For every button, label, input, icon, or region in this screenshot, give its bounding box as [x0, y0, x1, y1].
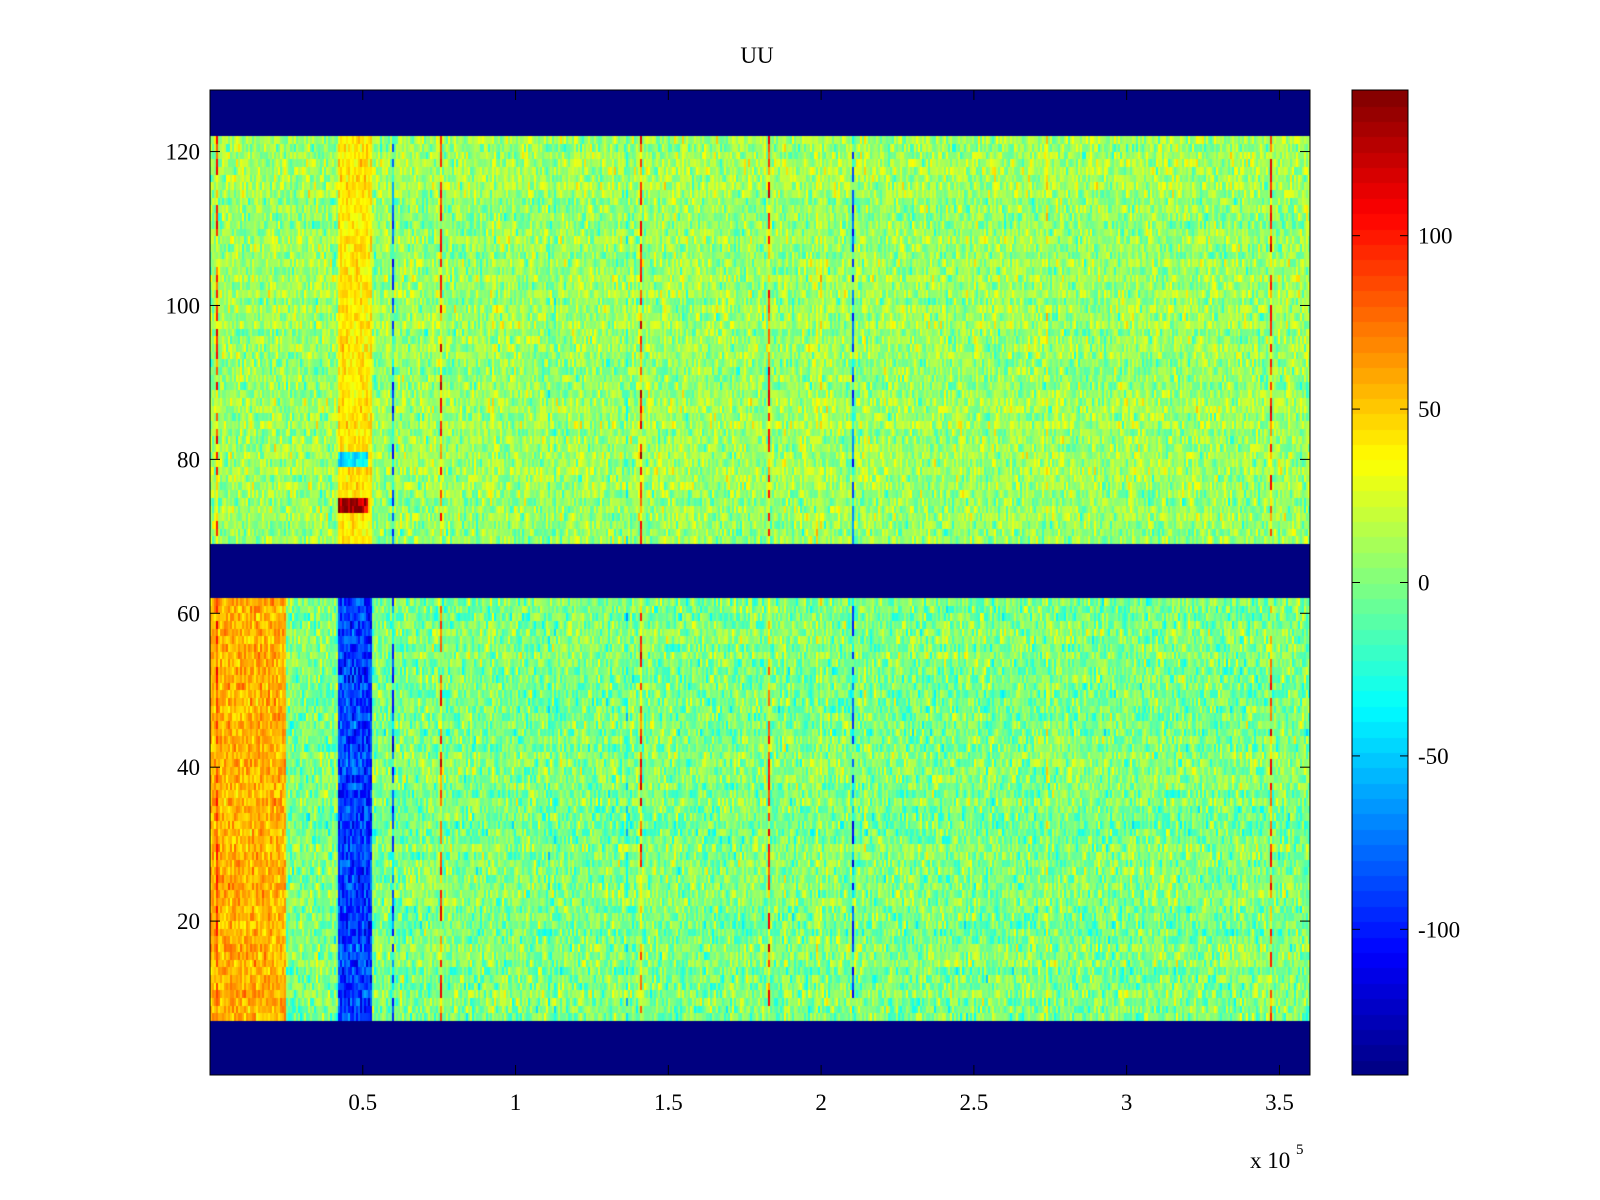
y-tick-label: 120	[166, 140, 201, 165]
chart-title: UU	[740, 43, 774, 68]
x-tick-label: 3.5	[1265, 1090, 1294, 1115]
x-tick-label: 2.5	[960, 1090, 989, 1115]
heatmap-canvas	[210, 90, 1310, 1075]
heatmap-plot-area	[210, 90, 1310, 1075]
x-exponent-power: 5	[1296, 1142, 1304, 1158]
colorbar-tick-label: 0	[1418, 571, 1430, 596]
x-tick-label: 1	[510, 1090, 522, 1115]
colorbar-tick-label: 100	[1418, 224, 1453, 249]
y-tick-label: 60	[177, 601, 200, 626]
colorbar-tick-label: -50	[1418, 744, 1449, 769]
y-tick-label: 100	[166, 293, 201, 318]
x-tick-label: 1.5	[654, 1090, 683, 1115]
x-axis: 0.5 1 1.5 2 2.5 3 3.5	[348, 90, 1294, 1115]
x-exponent-base: x 10	[1250, 1148, 1290, 1173]
colorbar-canvas	[1352, 90, 1408, 1075]
x-exponent-label: x 10 5	[1250, 1142, 1304, 1173]
plot-frame	[209, 89, 1311, 1076]
colorbar-axis: -100 -50 0 50 100	[1352, 224, 1460, 942]
colorbar-area	[1352, 90, 1408, 1075]
y-tick-label: 40	[177, 755, 200, 780]
colorbar-tick-label: 50	[1418, 397, 1441, 422]
y-axis: 20 40 60 80 100 120	[166, 140, 1310, 934]
x-tick-label: 2	[815, 1090, 827, 1115]
x-tick-label: 3	[1121, 1090, 1133, 1115]
colorbar-tick-label: -100	[1418, 917, 1460, 942]
y-tick-label: 20	[177, 909, 200, 934]
x-tick-label: 0.5	[348, 1090, 377, 1115]
y-tick-label: 80	[177, 447, 200, 472]
